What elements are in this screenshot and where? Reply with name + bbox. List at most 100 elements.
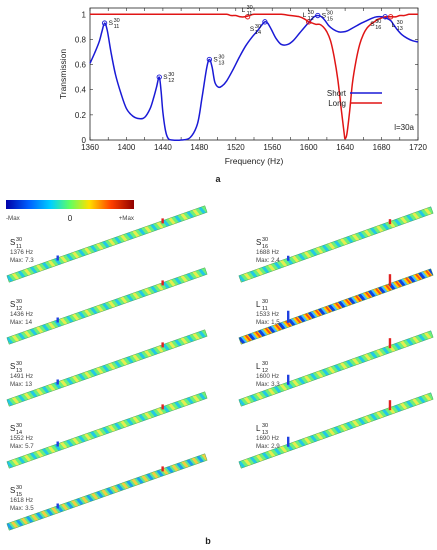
resonator-stub <box>287 374 290 385</box>
mode-frequency: 1618 Hz <box>10 497 33 504</box>
mode-name: S <box>256 238 261 247</box>
peak-marker-l12 <box>306 19 312 25</box>
waveguide-field <box>238 330 434 407</box>
resonator-stub <box>388 400 392 411</box>
mode-name: S <box>10 424 15 433</box>
peak-marker-l11 <box>244 14 251 20</box>
mode-frequency: 1436 Hz <box>10 311 33 318</box>
waveguide-field <box>6 453 208 531</box>
mode-frequency: 1600 Hz <box>256 373 279 380</box>
y-tick-label: 0.8 <box>75 35 87 44</box>
peak-label-sub: 11 <box>114 24 120 30</box>
resonator-stub <box>287 436 290 447</box>
colorbar-min-label: -Max <box>6 215 21 222</box>
resonator-stub <box>56 317 59 323</box>
mode-name: S <box>10 362 15 371</box>
legend-label-long: Long <box>328 99 346 108</box>
resonator-stub <box>161 218 164 224</box>
y-axis-ticks: 0 0.2 0.4 0.6 0.8 1 <box>75 10 418 145</box>
x-tick-label: 1520 <box>227 143 245 152</box>
mode-max: Max: 13 <box>10 381 33 388</box>
mode-sub: 15 <box>16 492 22 498</box>
peak-label-sup: 30 <box>114 18 120 24</box>
mode-max: Max: 5.7 <box>10 443 34 450</box>
x-tick-label: 1440 <box>154 143 172 152</box>
mode-sup: 30 <box>16 299 22 305</box>
peak-label-sup: 30 <box>218 55 224 61</box>
peak-label-name: S <box>370 21 375 28</box>
mode-sub: 16 <box>262 244 268 250</box>
peak-label-sub: 16 <box>375 25 381 31</box>
mode-name: L <box>256 362 261 371</box>
peak-label-sub: 13 <box>397 26 403 32</box>
resonator-stub <box>56 255 59 261</box>
mode-sup: 30 <box>262 423 268 429</box>
waveguide-field <box>6 205 208 283</box>
peak-label-name: S <box>322 13 327 20</box>
peak-label-name: S <box>250 26 255 33</box>
waveguide-field <box>238 392 434 469</box>
peak-label-sub: 15 <box>327 17 333 23</box>
legend: Short Long <box>327 89 382 108</box>
waveguide-field <box>6 267 208 345</box>
mode-frequency: 1376 Hz <box>10 249 33 256</box>
x-axis-label: Frequency (Hz) <box>225 156 284 166</box>
mode-frequency: 1688 Hz <box>256 249 279 256</box>
mode-sup: 30 <box>262 361 268 367</box>
mode-max: Max: 7.3 <box>10 257 34 264</box>
transmission-chart: 1360 1400 1440 1480 1520 1560 1600 1640 1680 1720… <box>58 5 427 166</box>
peak-label-sub: 13 <box>218 61 224 67</box>
mode-frequency: 1533 Hz <box>256 311 279 318</box>
series-line-long <box>89 13 418 140</box>
mode-sub: 13 <box>16 368 22 374</box>
mode-name: S <box>10 300 15 309</box>
peak-marker-s11 <box>101 20 108 26</box>
mode-sup: 30 <box>262 299 268 305</box>
peak-marker-s13 <box>206 56 213 63</box>
resonator-stub <box>161 280 164 286</box>
resonator-stub <box>161 342 164 348</box>
colorbar-gradient <box>6 200 134 209</box>
panel-label-b: b <box>205 536 211 546</box>
mode-sup: 30 <box>16 485 22 491</box>
peak-label-sub: 14 <box>255 30 261 36</box>
peak-label-sup: 30 <box>247 5 253 11</box>
mode-name: S <box>10 486 15 495</box>
peak-marker-s15 <box>315 12 321 19</box>
y-tick-label: 0.2 <box>75 111 87 120</box>
peak-label-name: S <box>213 57 218 64</box>
resonator-stub <box>388 274 392 287</box>
mode-max: Max: 2.9 <box>256 443 280 450</box>
mode-sub: 12 <box>262 368 268 374</box>
resonator-stub <box>388 338 392 349</box>
resonator-stub <box>56 379 59 385</box>
peak-marker-l13 <box>388 14 394 20</box>
colorbar-mid-label: 0 <box>68 214 73 223</box>
resonator-stub <box>287 310 290 323</box>
y-axis-label: Transmission <box>58 49 68 99</box>
resonator-stub <box>388 219 392 225</box>
peak-label-sup: 30 <box>308 10 314 16</box>
colorbar: -Max 0 +Max <box>6 200 135 223</box>
length-annotation: l=30a <box>394 123 414 132</box>
peak-label-name: L <box>242 7 246 14</box>
x-tick-label: 1400 <box>118 143 136 152</box>
mode-sub: 11 <box>262 306 268 312</box>
y-tick-label: 0.4 <box>75 86 87 95</box>
y-tick-label: 0.6 <box>75 61 87 70</box>
peak-label-name: S <box>163 74 168 81</box>
mode-max: Max: 3.3 <box>256 381 280 388</box>
x-tick-label: 1480 <box>190 143 208 152</box>
